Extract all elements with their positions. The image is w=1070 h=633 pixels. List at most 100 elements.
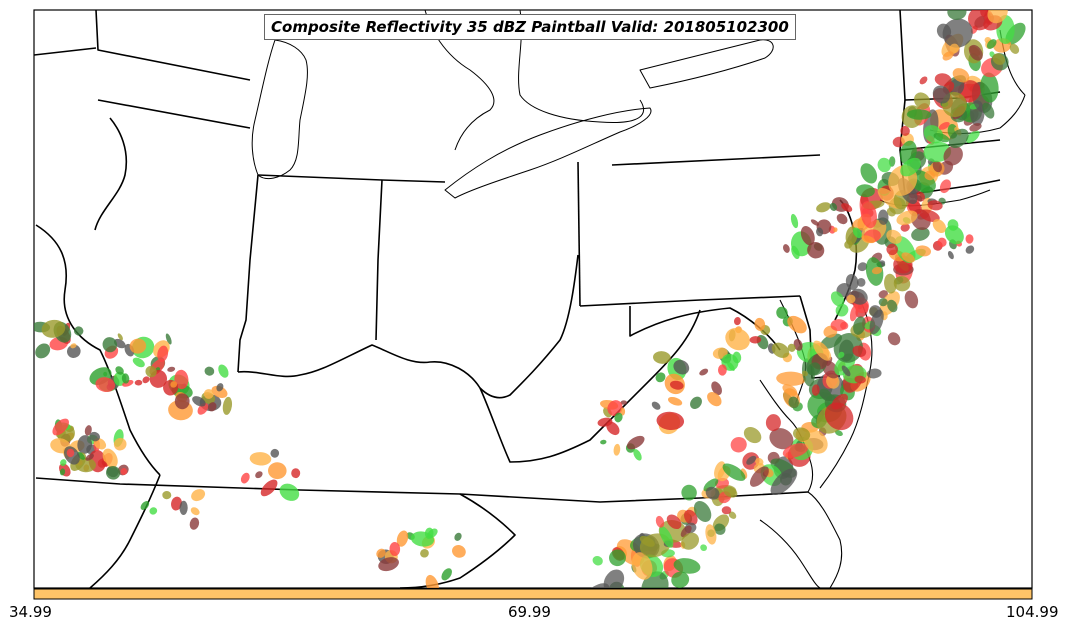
lake-ontario — [639, 39, 774, 89]
paintball-blob — [85, 453, 94, 461]
paintball-blob — [174, 369, 189, 390]
paintball-blob — [192, 396, 206, 407]
paintball-blob — [671, 571, 690, 588]
paintball-blob — [878, 290, 888, 299]
paintball-blob — [887, 332, 901, 346]
paintball-blob — [746, 455, 757, 465]
paintball-blob — [811, 384, 820, 396]
paintball-blob — [95, 377, 116, 393]
paintball-blob — [749, 466, 769, 487]
paintball-blob — [938, 122, 950, 130]
paintball-blob — [944, 225, 964, 245]
paintball-blob — [969, 123, 982, 132]
paintball-blob — [932, 219, 947, 234]
paintball-blob — [268, 462, 287, 480]
paintball-blob — [857, 262, 868, 272]
paintball-blob — [755, 457, 764, 466]
paintball-blob — [651, 401, 661, 410]
paintball-blob — [878, 209, 889, 225]
paintball-blob — [291, 468, 301, 479]
paintball-blob — [793, 427, 811, 442]
paintball-blob — [886, 229, 902, 244]
paintball-blob — [279, 483, 300, 501]
paintball-blob — [844, 240, 853, 249]
paintball-blob — [614, 412, 623, 423]
paintball-blob — [165, 333, 172, 345]
paintball-blob — [659, 526, 674, 548]
paintball-blob — [829, 202, 838, 211]
paintball-blob — [600, 439, 607, 445]
paintball-blob — [680, 525, 692, 538]
paintball-blob — [167, 366, 176, 372]
paintball-blob — [948, 128, 969, 149]
paintball-blob — [707, 391, 722, 407]
paintball-blob — [203, 389, 214, 399]
paintball-blob — [943, 145, 963, 166]
paintball-blob — [120, 468, 128, 475]
paintball-blob — [690, 396, 702, 409]
paintball-blob — [641, 571, 669, 588]
paintball-blob — [900, 157, 921, 177]
paintball-blob — [673, 558, 701, 574]
paintball-blob — [142, 376, 150, 384]
paintball-blob — [846, 294, 856, 304]
paintball-blob — [900, 223, 910, 232]
paintball-blob — [816, 202, 831, 213]
paintball-blob — [856, 184, 875, 198]
paintball-blob — [932, 160, 943, 173]
paintball-blob — [121, 373, 130, 384]
paintball-blob — [255, 471, 263, 479]
paintball-blob — [877, 157, 892, 173]
paintball-blob — [74, 326, 84, 336]
paintball-blob — [655, 515, 665, 528]
paintball-blob — [770, 468, 798, 496]
paintball-blob — [240, 472, 250, 484]
paintball-blob — [190, 507, 200, 516]
paintball-blob — [916, 195, 923, 202]
paintball-blob — [174, 393, 190, 410]
paintball-blob — [620, 407, 626, 416]
paintball-blob — [101, 460, 108, 467]
paintball-blob — [441, 568, 452, 581]
paintball-blob — [721, 506, 732, 515]
paintball-blob — [835, 303, 849, 317]
paintball-blob — [787, 343, 796, 352]
paintball-blob — [914, 92, 931, 110]
paintball-blob — [830, 319, 847, 332]
paintball-blob — [852, 227, 862, 239]
paintball-blob — [933, 132, 950, 143]
paintball-blob — [800, 225, 815, 246]
paintball-blob — [189, 517, 200, 530]
paintball-blob — [149, 507, 158, 515]
paintball-blob — [939, 179, 951, 194]
paintball-blob — [813, 340, 832, 361]
paintball-blob — [191, 489, 206, 502]
paintball-blob — [992, 53, 1006, 65]
paintball-blob — [723, 486, 738, 498]
paintball-blob — [947, 10, 967, 20]
paintball-blob — [860, 201, 877, 229]
paintball-blob — [969, 44, 983, 61]
paintball-blob — [783, 244, 790, 253]
paintball-blob — [714, 523, 726, 535]
paintball-blob — [714, 461, 726, 480]
paintball-blob — [771, 342, 790, 358]
paintball-blob — [884, 273, 897, 294]
paintball-blob — [980, 72, 999, 103]
paintball-blob — [769, 428, 794, 450]
paintball-blob — [743, 427, 762, 444]
paintball-blob — [424, 527, 434, 539]
paintball-blob — [207, 402, 217, 412]
paintball-blob — [620, 400, 628, 405]
paintball-blob — [782, 443, 809, 458]
paintball-blob — [389, 542, 401, 556]
paintball-blob — [819, 388, 833, 402]
paintball-blob — [703, 478, 719, 492]
paintball-blob — [787, 315, 807, 334]
paintball-blob — [733, 317, 741, 326]
paintball-blob — [84, 425, 92, 436]
paintball-blob — [699, 368, 709, 376]
paintball-blob — [684, 509, 698, 526]
paintball-blob — [113, 437, 127, 451]
paintball-blob — [841, 203, 853, 212]
